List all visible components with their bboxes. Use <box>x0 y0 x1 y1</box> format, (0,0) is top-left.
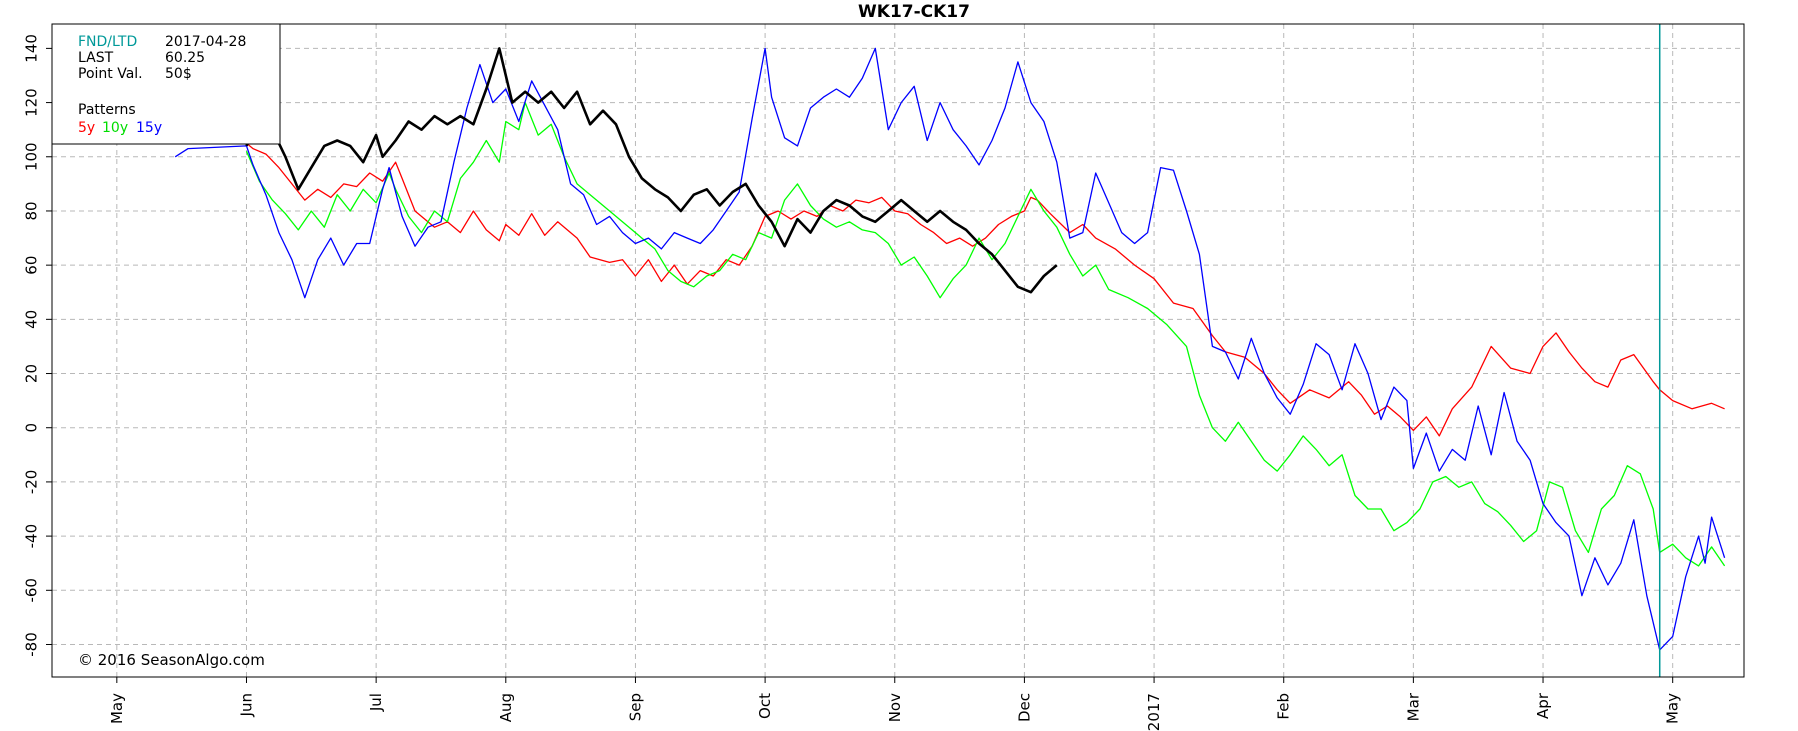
x-tick-label: Dec <box>1015 693 1033 722</box>
y-tick-label: -40 <box>23 524 41 549</box>
x-tick-label: Jun <box>237 693 255 717</box>
x-tick-label: Oct <box>756 693 774 719</box>
x-tick-label: Mar <box>1404 692 1422 721</box>
info-legend-frame <box>51 23 281 145</box>
fnd-label: FND/LTD <box>78 34 137 50</box>
series-line-10y <box>245 101 1726 567</box>
y-tick-label: 100 <box>23 142 41 171</box>
series-line-current <box>245 47 1058 294</box>
x-tick-label: May <box>108 693 126 724</box>
last-value: 60.25 <box>165 50 205 66</box>
y-tick-label: -60 <box>23 578 41 603</box>
pointval-value: 50$ <box>165 66 192 82</box>
y-tick-label: 140 <box>23 34 41 63</box>
last-label: LAST <box>78 50 114 66</box>
fnd-value: 2017-04-28 <box>165 34 246 50</box>
y-tick-label: 60 <box>23 256 41 275</box>
x-tick-label: Sep <box>626 693 644 721</box>
y-tick-label: -80 <box>23 632 41 657</box>
y-tick-label: 80 <box>23 201 41 220</box>
y-tick-label: 40 <box>23 310 41 329</box>
y-tick-label: 0 <box>23 423 41 433</box>
series-line-15y <box>174 47 1726 651</box>
x-tick-label: Aug <box>497 693 515 722</box>
pointval-label: Point Val. <box>78 66 143 82</box>
chart-title: WK17-CK17 <box>858 2 970 22</box>
x-tick-label: 2017 <box>1145 693 1163 731</box>
x-tick-label: Jul <box>367 693 385 712</box>
x-tick-label: May <box>1664 693 1682 724</box>
copyright-notice: © 2016 SeasonAlgo.com <box>78 651 265 669</box>
y-tick-label: 20 <box>23 364 41 383</box>
axis-layer: 140 120 100 80 60 40 20 0 -20 -40 -60 -80 May Jun Jul A… <box>23 23 1745 731</box>
legend-10y: 10y <box>102 120 128 136</box>
x-tick-label: Feb <box>1275 693 1293 720</box>
x-tick-label: Apr <box>1534 692 1552 719</box>
series-line-5y <box>246 142 1725 437</box>
patterns-label: Patterns <box>78 102 136 118</box>
series-layer <box>174 47 1726 651</box>
y-tick-label: -20 <box>23 470 41 495</box>
legend-5y: 5y <box>78 120 95 136</box>
plot-frame <box>51 23 1745 678</box>
x-tick-label: Nov <box>886 693 904 722</box>
legend-15y: 15y <box>136 120 162 136</box>
info-legend-box: FND/LTD 2017-04-28 LAST 60.25 Point Val.… <box>51 23 281 145</box>
y-tick-label: 120 <box>23 88 41 117</box>
